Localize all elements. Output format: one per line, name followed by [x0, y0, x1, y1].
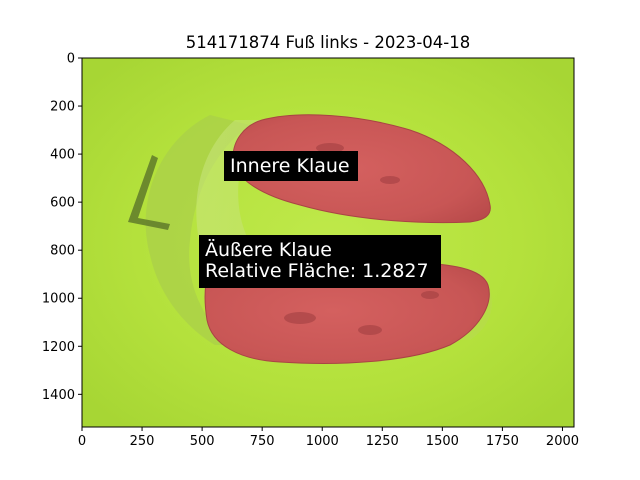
axes-frame — [81, 57, 575, 428]
outer-label-box — [199, 235, 441, 288]
chart-title: 514171874 Fuß links - 2023-04-18 — [186, 33, 471, 52]
y-tick-label: 800 — [50, 244, 75, 259]
x-tick-label: 1750 — [486, 434, 519, 449]
marker-l-mark — [128, 155, 170, 230]
x-tick-label: 1250 — [366, 434, 399, 449]
y-tick-label: 200 — [50, 100, 75, 115]
inner-label-text: Innere Klaue — [230, 155, 350, 177]
x-tick-label: 1500 — [426, 434, 459, 449]
x-tick-label: 250 — [130, 434, 155, 449]
inner-claw-annotation: Innere Klaue — [224, 151, 358, 181]
outer-label-line2: Relative Fläche: 1.2827 — [205, 260, 429, 282]
x-tick-label: 500 — [190, 434, 215, 449]
y-tick-label: 1200 — [42, 340, 75, 355]
y-tick-label: 1000 — [42, 292, 75, 307]
y-tick-label: 400 — [50, 148, 75, 163]
y-tick-label: 0 — [67, 52, 75, 67]
x-tick-label: 2000 — [546, 434, 579, 449]
x-tick-label: 0 — [78, 434, 86, 449]
foam-impression — [145, 115, 250, 345]
outer-label-line1: Äußere Klaue — [205, 238, 332, 261]
y-tick-label: 1400 — [42, 388, 75, 403]
x-tick-label: 1000 — [306, 434, 339, 449]
claw-texture — [284, 143, 439, 335]
outer-claw-annotation: Äußere Klaue Relative Fläche: 1.2827 — [199, 235, 441, 288]
x-axis: 0 250 500 750 1000 1250 1500 1750 2000 — [78, 427, 579, 449]
x-tick-label: 750 — [250, 434, 275, 449]
inner-label-box — [224, 151, 358, 181]
y-tick-label: 600 — [50, 196, 75, 211]
y-axis: 0 200 400 600 800 1000 1200 1400 — [42, 52, 82, 403]
